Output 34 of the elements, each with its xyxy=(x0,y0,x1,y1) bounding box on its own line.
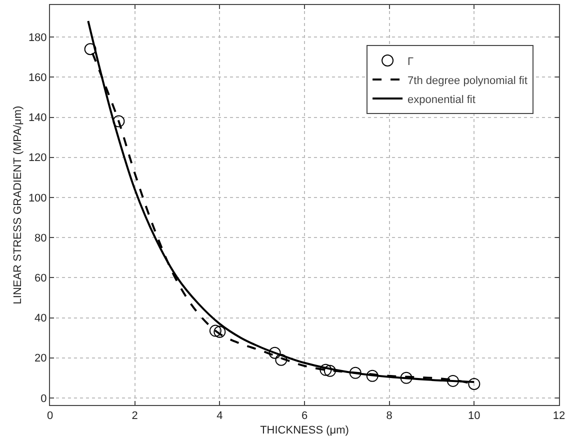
point xyxy=(468,378,480,390)
point xyxy=(320,364,332,376)
x-axis-title: THICKNESS (μm) xyxy=(260,424,349,436)
point xyxy=(84,43,96,56)
y-tick-label: 100 xyxy=(28,192,47,204)
point xyxy=(366,370,378,382)
point xyxy=(268,346,281,359)
legend-label: 7th degree polynomial fit xyxy=(408,74,528,87)
x-tick-label: 2 xyxy=(132,410,138,422)
y-tick-label: 80 xyxy=(34,232,47,244)
y-tick-label: 0 xyxy=(40,392,47,405)
y-axis-title: LINEAR STRESS GRADIENT (MPA/μm) xyxy=(12,106,24,304)
y-tick-label: 120 xyxy=(28,152,47,164)
x-tick-label: 6 xyxy=(301,410,308,422)
x-tick-label: 10 xyxy=(468,410,480,422)
y-tick-label: 180 xyxy=(28,32,47,44)
x-tick-label: 12 xyxy=(552,410,566,422)
point xyxy=(400,372,412,384)
point xyxy=(112,115,125,128)
y-tick-label: 60 xyxy=(34,272,47,285)
point xyxy=(275,354,288,366)
point xyxy=(209,324,222,337)
x-tick-label: 4 xyxy=(216,410,223,422)
point xyxy=(324,364,336,377)
y-tick-label: 40 xyxy=(34,312,47,325)
y-tick-label: 20 xyxy=(34,352,47,365)
y-tick-label: 140 xyxy=(28,112,47,124)
y-tick-label: 160 xyxy=(28,72,47,84)
point xyxy=(349,366,362,379)
point xyxy=(214,326,226,338)
x-tick-label: 8 xyxy=(386,410,392,422)
point xyxy=(446,374,459,387)
legend-label: exponential fit xyxy=(408,94,476,106)
legend-label: Γ xyxy=(408,56,414,68)
